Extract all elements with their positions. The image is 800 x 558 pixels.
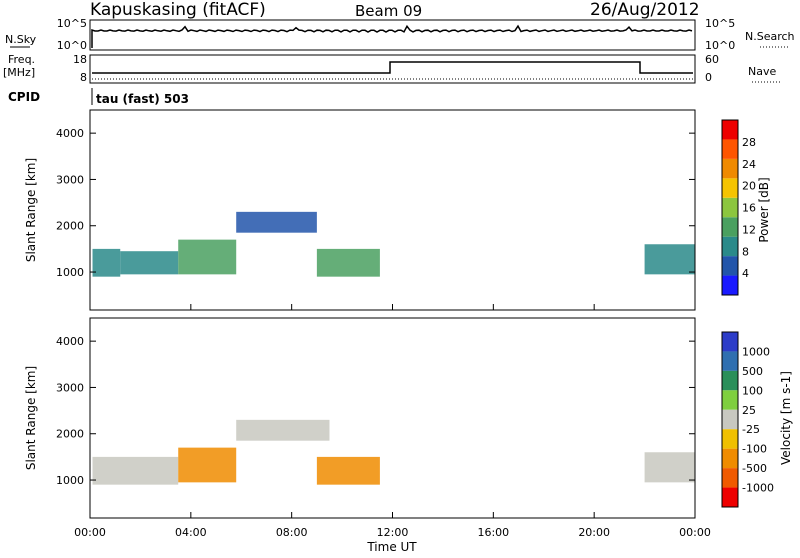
velocity-colorbar-frame	[721, 331, 739, 508]
velocity-colorbar-tick: -25	[742, 423, 760, 436]
power-ytick-label: 2000	[56, 220, 84, 233]
x-tick-label: 20:00	[578, 526, 610, 539]
freq-tick-bottom: 8	[80, 71, 87, 84]
velocity-y-ticks: 1000 2000 3000 4000	[56, 335, 695, 487]
velocity-colorbar: 1000 500 100 25 -25 -100 -500 -1000	[721, 331, 774, 508]
power-colorbar-segment	[722, 178, 738, 198]
freq-trace	[92, 61, 693, 74]
x-tick-label: 00:00	[74, 526, 106, 539]
x-tick-label: 00:00	[679, 526, 711, 539]
power-colorbar-tick: 28	[742, 136, 756, 149]
velocity-data-region-0	[92, 456, 179, 485]
power-data-region-0	[92, 248, 121, 277]
noise-search-label: N.Search	[745, 30, 795, 43]
x-tick-label: 08:00	[276, 526, 308, 539]
nave-label: Nave	[748, 65, 776, 78]
freq-label: Freq.	[8, 53, 35, 66]
velocity-data-region-3	[316, 456, 380, 485]
velocity-panel	[92, 419, 695, 485]
velocity-colorbar-segment	[722, 409, 738, 430]
velocity-data-region-2	[236, 419, 330, 441]
x-axis-label: Time UT	[366, 540, 417, 554]
power-colorbar-segment	[722, 120, 738, 140]
power-ytick-label: 1000	[56, 266, 84, 279]
velocity-colorbar-tick: -100	[742, 443, 767, 456]
power-colorbar-tick: 16	[742, 202, 756, 215]
power-data-region-1	[120, 251, 179, 275]
power-colorbar-tick: 8	[742, 245, 749, 258]
power-ytick-label: 4000	[56, 127, 84, 140]
power-colorbar-segment	[722, 256, 738, 276]
cpid-text: tau (fast) 503	[96, 92, 189, 106]
noise-left-tick-bottom: 10^0	[57, 39, 87, 52]
noise-trace	[91, 24, 693, 48]
velocity-colorbar-segment	[722, 351, 738, 371]
velocity-ylabel: Slant Range [km]	[24, 366, 38, 470]
velocity-panel-frame	[89, 317, 696, 519]
velocity-colorbar-segment	[722, 487, 738, 507]
power-colorbar-tick: 24	[742, 158, 756, 171]
date-label: 26/Aug/2012	[590, 0, 700, 20]
station-title: Kapuskasing (fitACF)	[90, 0, 266, 20]
velocity-ytick-label: 1000	[56, 474, 84, 487]
velocity-ytick-label: 3000	[56, 381, 84, 394]
power-panel	[92, 211, 695, 277]
freq-unit-label: [MHz]	[3, 66, 35, 79]
velocity-colorbar-tick: -1000	[742, 482, 774, 495]
velocity-colorbar-label: Velocity [m s-1]	[779, 371, 793, 465]
velocity-ytick-label: 4000	[56, 335, 84, 348]
x-tick-label: 12:00	[377, 526, 409, 539]
power-data-region-2	[178, 239, 237, 275]
freq-tick-top: 18	[73, 53, 87, 66]
velocity-data-region-1	[178, 447, 237, 483]
power-colorbar-tick: 20	[742, 180, 756, 193]
velocity-colorbar-tick: 25	[742, 404, 756, 417]
velocity-data-region-4	[644, 452, 695, 483]
power-colorbar-tick: 4	[742, 267, 749, 280]
velocity-colorbar-tick: 500	[742, 365, 763, 378]
noise-left-tick-top: 10^5	[57, 17, 87, 30]
x-axis-ticks: 00:00 04:00 08:00 12:00 16:00 20:00 00:00	[74, 304, 711, 539]
x-tick-label: 16:00	[477, 526, 509, 539]
power-ylabel: Slant Range [km]	[24, 158, 38, 262]
power-colorbar-segment	[722, 217, 738, 237]
velocity-colorbar-tick: 1000	[742, 345, 770, 358]
power-colorbar-frame	[721, 119, 739, 296]
velocity-colorbar-tick: 100	[742, 384, 763, 397]
power-colorbar: 4 8 12 16 20 24 28	[721, 119, 756, 296]
velocity-colorbar-tick: -500	[742, 462, 767, 475]
freq-panel-frame	[89, 54, 696, 84]
power-colorbar-segment	[722, 197, 738, 218]
power-colorbar-segment	[722, 158, 738, 179]
velocity-colorbar-segment	[722, 429, 738, 449]
beam-label: Beam 09	[355, 2, 422, 20]
nave-tick-bottom: 0	[705, 71, 712, 84]
power-y-ticks: 1000 2000 3000 4000	[56, 127, 695, 279]
power-panel-frame	[89, 109, 696, 311]
power-colorbar-tick: 12	[742, 223, 756, 236]
velocity-colorbar-segment	[722, 448, 738, 469]
power-colorbar-label: Power [dB]	[757, 177, 771, 242]
power-data-region-3	[236, 211, 317, 233]
noise-right-tick-top: 10^5	[705, 17, 735, 30]
nave-tick-top: 60	[705, 53, 719, 66]
cpid-label: CPID	[8, 90, 40, 104]
noise-panel-frame	[89, 19, 696, 51]
power-colorbar-segment	[722, 139, 738, 159]
velocity-colorbar-segment	[722, 390, 738, 410]
noise-sky-label: N.Sky	[5, 33, 37, 46]
velocity-colorbar-segment	[722, 370, 738, 391]
power-data-region-4	[316, 248, 380, 277]
power-ytick-label: 3000	[56, 173, 84, 186]
power-colorbar-segment	[722, 236, 738, 257]
power-colorbar-segment	[722, 275, 738, 295]
velocity-ytick-label: 2000	[56, 428, 84, 441]
x-tick-label: 04:00	[175, 526, 207, 539]
velocity-colorbar-segment	[722, 468, 738, 488]
velocity-colorbar-segment	[722, 332, 738, 352]
noise-right-tick-bottom: 10^0	[705, 39, 735, 52]
power-data-region-5	[644, 244, 695, 275]
